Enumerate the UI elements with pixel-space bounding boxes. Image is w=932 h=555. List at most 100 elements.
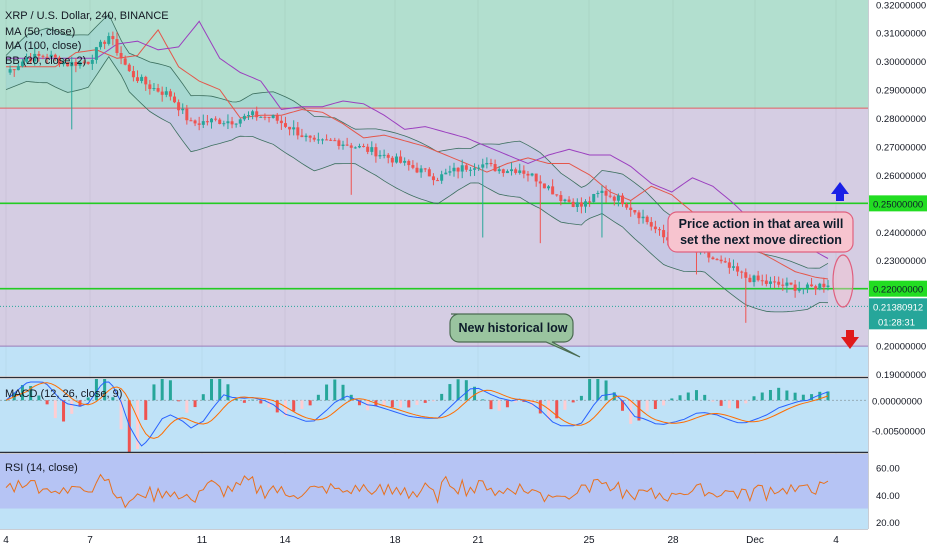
rsi-tick-label: 40.00 (876, 491, 900, 502)
macd-histogram-bar (242, 400, 246, 403)
candle-body (399, 156, 403, 163)
candle-body (563, 199, 567, 202)
candle-body (214, 118, 218, 120)
candle-body (333, 140, 337, 142)
candle-body (785, 282, 789, 286)
candle-body (370, 147, 374, 152)
macd-histogram-bar (37, 395, 41, 401)
candle-body (362, 146, 366, 148)
candle-body (193, 120, 197, 124)
macd-tick-label: 0.00000000 (872, 396, 922, 407)
candle-body (275, 115, 279, 121)
candle-body (592, 193, 596, 202)
candle-body (637, 212, 641, 219)
candle-body (526, 173, 530, 176)
macd-histogram-bar (407, 400, 411, 408)
candle-body (197, 123, 201, 125)
macd-histogram-bar (259, 400, 263, 404)
last-price-countdown: 01:28:31 (878, 317, 915, 328)
candle-body (115, 39, 119, 53)
callout-historical-low[interactable]: New historical low (449, 313, 581, 358)
macd-histogram-bar (4, 400, 8, 401)
macd-histogram-bar (29, 386, 33, 401)
candle-body (460, 165, 464, 172)
level-price-badge (869, 195, 927, 212)
time-tick-label: 28 (667, 535, 679, 546)
rsi-series (5, 473, 829, 509)
candle-body (86, 61, 90, 64)
macd-histogram-bar (653, 400, 657, 410)
macd-histogram-bar (316, 394, 320, 401)
candle-body (740, 271, 744, 273)
candle-body (662, 230, 666, 238)
candle-body (793, 284, 797, 291)
macd-histogram-bar (20, 385, 24, 401)
macd-histogram-bar (818, 391, 822, 401)
macd-line (5, 381, 829, 447)
candle-body (760, 280, 764, 282)
macd-histogram-bar (251, 399, 255, 401)
price-axis[interactable] (868, 0, 932, 550)
macd-histogram-bar (579, 395, 583, 401)
candle-body (448, 171, 452, 173)
macd-histogram-bar (538, 400, 542, 414)
macd-histogram-bar (678, 395, 682, 401)
macd-histogram-bar (390, 400, 394, 408)
candle-body (415, 167, 419, 173)
time-axis-labels: 4 7 11 14 18 21 25 28 Dec 4 (3, 535, 839, 546)
macd-histogram-bar (193, 400, 197, 408)
candle-body (53, 54, 57, 58)
candle-body (579, 202, 583, 207)
macd-histogram-bar (604, 380, 608, 401)
callout-line-2: set the next move direction (680, 233, 842, 247)
macd-histogram-bar (119, 400, 123, 430)
candle-body (16, 66, 20, 71)
macd-title: MACD (12, 26, close, 9) (5, 388, 122, 400)
candle-body (510, 169, 514, 172)
candle-body (185, 108, 189, 121)
macd-histogram-bar (177, 400, 181, 402)
candle-body (801, 288, 805, 290)
macd-histogram-bar (103, 379, 107, 401)
candle-body (575, 202, 579, 207)
candle-body (131, 71, 135, 78)
candle-body (653, 226, 657, 230)
price-tick-label: 0.30000000 (876, 57, 926, 68)
macd-histogram-bar (94, 379, 98, 401)
candle-body (345, 144, 349, 146)
price-tick-label: 0.19000000 (876, 370, 926, 381)
callout-ellipse (832, 254, 854, 308)
macd-histogram-bar (168, 380, 172, 401)
candle-body (522, 170, 526, 174)
candle-body (596, 192, 600, 194)
candle-body (403, 160, 407, 163)
candle-body (485, 162, 489, 165)
rsi-title: RSI (14, close) (5, 462, 78, 474)
time-tick-label: 25 (583, 535, 595, 546)
macd-histogram-bar (267, 400, 271, 408)
candle-body (127, 64, 131, 72)
macd-histogram-bar (144, 400, 148, 420)
macd-histogram-bar (497, 400, 501, 411)
candle-body (164, 91, 168, 95)
candle-body (407, 160, 411, 166)
candle-body (152, 88, 156, 90)
macd-histogram-bar (308, 400, 312, 406)
candle-body (567, 199, 571, 202)
time-axis[interactable] (0, 529, 932, 550)
candle-body (440, 174, 444, 181)
macd-histogram-bar (53, 400, 57, 419)
time-tick-label: 21 (472, 535, 484, 546)
candle-body (641, 216, 645, 219)
callout-price-action[interactable]: Price action in that area will set the n… (667, 211, 854, 308)
candle-body (181, 108, 185, 111)
candle-body (140, 76, 144, 82)
macd-histogram-bar (514, 400, 518, 403)
candle-body (173, 96, 177, 103)
macd-histogram-bar (431, 400, 435, 402)
candle-body (29, 58, 33, 62)
candle-body (144, 76, 148, 85)
rsi-tick-label: 60.00 (876, 464, 900, 475)
candle-body (621, 195, 624, 205)
macd-histogram-bar (300, 400, 304, 409)
